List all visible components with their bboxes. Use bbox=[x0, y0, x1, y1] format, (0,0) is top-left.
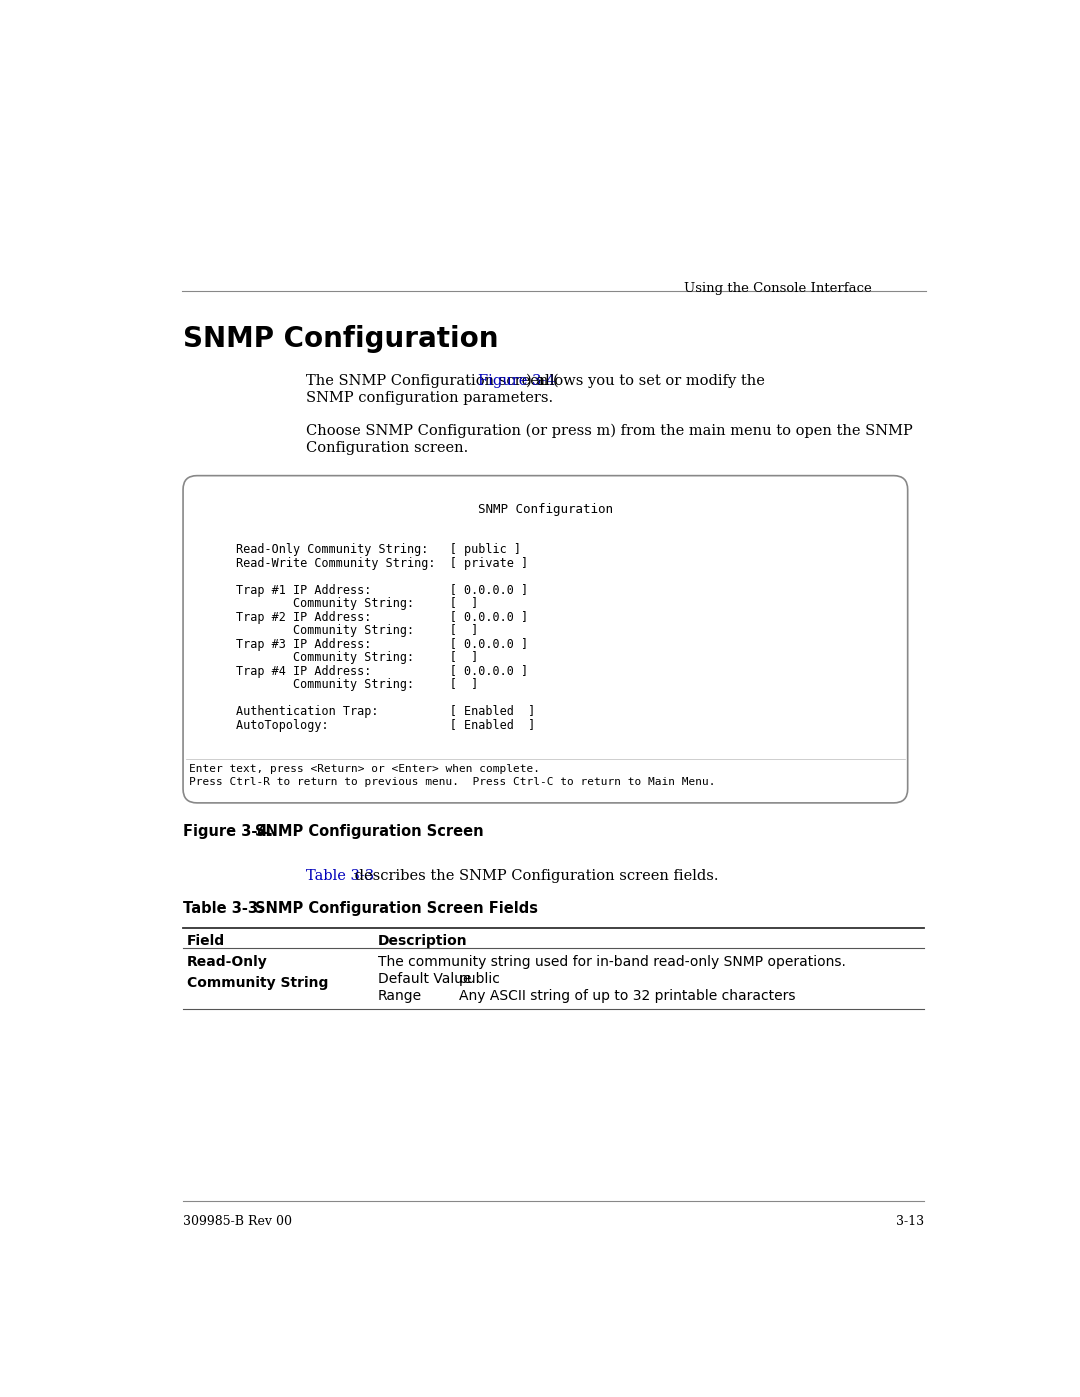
Text: 3-13: 3-13 bbox=[895, 1215, 924, 1228]
Text: Using the Console Interface: Using the Console Interface bbox=[684, 282, 872, 295]
Text: Trap #2 IP Address:           [ 0.0.0.0 ]: Trap #2 IP Address: [ 0.0.0.0 ] bbox=[235, 610, 528, 624]
Text: Figure 3-4: Figure 3-4 bbox=[477, 374, 555, 388]
Text: Field: Field bbox=[187, 933, 225, 947]
Text: Default Value: Default Value bbox=[378, 972, 471, 986]
Text: Configuration screen.: Configuration screen. bbox=[306, 441, 468, 455]
Text: Community String:     [  ]: Community String: [ ] bbox=[235, 651, 478, 664]
Text: 309985-B Rev 00: 309985-B Rev 00 bbox=[183, 1215, 292, 1228]
Text: Trap #3 IP Address:           [ 0.0.0.0 ]: Trap #3 IP Address: [ 0.0.0.0 ] bbox=[235, 637, 528, 651]
Text: SNMP Configuration Screen Fields: SNMP Configuration Screen Fields bbox=[255, 901, 538, 916]
Text: SNMP Configuration: SNMP Configuration bbox=[477, 503, 612, 517]
Text: Community String:     [  ]: Community String: [ ] bbox=[235, 624, 478, 637]
Text: AutoTopology:                 [ Enabled  ]: AutoTopology: [ Enabled ] bbox=[235, 718, 535, 732]
Text: Choose SNMP Configuration (or press m) from the main menu to open the SNMP: Choose SNMP Configuration (or press m) f… bbox=[306, 425, 913, 439]
Text: The SNMP Configuration screen (: The SNMP Configuration screen ( bbox=[306, 374, 558, 388]
Text: Authentication Trap:          [ Enabled  ]: Authentication Trap: [ Enabled ] bbox=[235, 705, 535, 718]
Text: Trap #4 IP Address:           [ 0.0.0.0 ]: Trap #4 IP Address: [ 0.0.0.0 ] bbox=[235, 665, 528, 678]
Text: Trap #1 IP Address:           [ 0.0.0.0 ]: Trap #1 IP Address: [ 0.0.0.0 ] bbox=[235, 584, 528, 597]
Text: Range: Range bbox=[378, 989, 421, 1003]
Text: describes the SNMP Configuration screen fields.: describes the SNMP Configuration screen … bbox=[350, 869, 719, 883]
Text: Table 3-3.: Table 3-3. bbox=[183, 901, 264, 916]
Text: Read-Write Community String:  [ private ]: Read-Write Community String: [ private ] bbox=[235, 557, 528, 570]
Text: Enter text, press <Return> or <Enter> when complete.: Enter text, press <Return> or <Enter> wh… bbox=[189, 764, 540, 774]
Text: Description: Description bbox=[378, 933, 468, 947]
Text: SNMP configuration parameters.: SNMP configuration parameters. bbox=[306, 391, 553, 405]
Text: Read-Only
Community String: Read-Only Community String bbox=[187, 956, 328, 990]
Text: Read-Only Community String:   [ public ]: Read-Only Community String: [ public ] bbox=[235, 543, 521, 556]
Text: Any ASCII string of up to 32 printable characters: Any ASCII string of up to 32 printable c… bbox=[459, 989, 796, 1003]
Text: public: public bbox=[459, 972, 501, 986]
Text: SNMP Configuration Screen: SNMP Configuration Screen bbox=[255, 824, 484, 840]
Text: The community string used for in-band read-only SNMP operations.: The community string used for in-band re… bbox=[378, 956, 846, 970]
FancyBboxPatch shape bbox=[183, 475, 907, 803]
Text: Community String:     [  ]: Community String: [ ] bbox=[235, 678, 478, 692]
Text: Table 3-3: Table 3-3 bbox=[306, 869, 374, 883]
Text: ) allows you to set or modify the: ) allows you to set or modify the bbox=[526, 374, 765, 388]
Text: Figure 3-4.: Figure 3-4. bbox=[183, 824, 273, 840]
Text: SNMP Configuration: SNMP Configuration bbox=[183, 326, 499, 353]
Text: Community String:     [  ]: Community String: [ ] bbox=[235, 598, 478, 610]
Text: Press Ctrl-R to return to previous menu.  Press Ctrl-C to return to Main Menu.: Press Ctrl-R to return to previous menu.… bbox=[189, 777, 716, 787]
